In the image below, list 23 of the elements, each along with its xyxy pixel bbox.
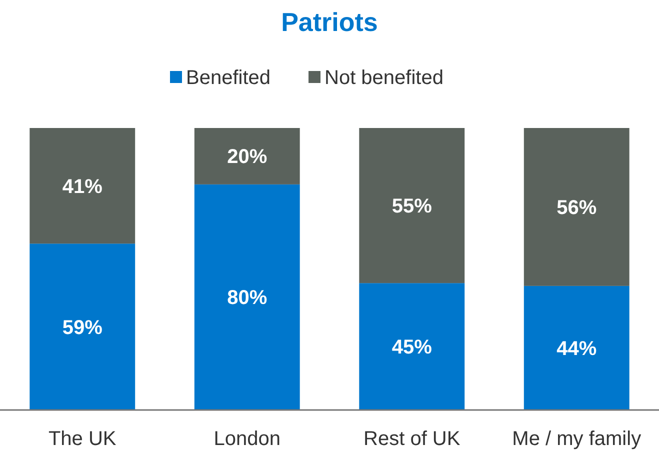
legend-label: Benefited	[186, 67, 271, 89]
data-label: 41%	[62, 176, 103, 198]
data-label: 44%	[556, 338, 597, 360]
x-tick-label: Me / my family	[512, 428, 642, 450]
bar	[359, 128, 465, 284]
x-tick-label: Rest of UK	[364, 428, 461, 450]
chart-title: Patriots	[281, 7, 378, 38]
data-label: 59%	[62, 316, 103, 339]
data-label: 55%	[392, 196, 432, 218]
bar	[359, 283, 465, 410]
data-label: 20%	[227, 146, 268, 168]
bar	[194, 184, 300, 410]
data-label: 56%	[556, 196, 597, 219]
data-label: 45%	[392, 336, 432, 359]
x-tick-label: The UK	[48, 428, 117, 450]
bar	[194, 128, 300, 184]
bar	[30, 244, 136, 410]
bar	[524, 128, 630, 286]
x-tick-label: London	[214, 428, 280, 450]
bar	[524, 286, 630, 410]
bar	[30, 128, 136, 244]
legend-label: Not benefited	[324, 67, 444, 89]
data-label: 80%	[227, 287, 268, 310]
